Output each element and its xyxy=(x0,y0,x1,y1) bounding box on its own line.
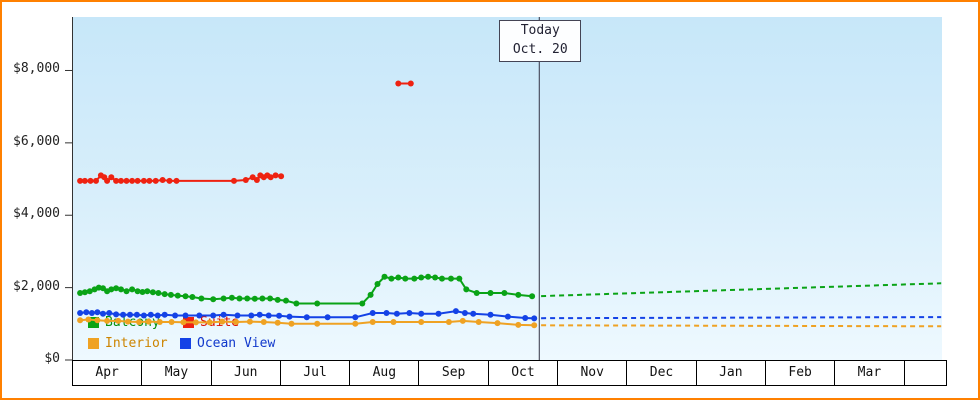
plot-background xyxy=(73,17,942,360)
month-cell: Apr xyxy=(73,361,143,385)
today-date: Oct. 20 xyxy=(512,42,568,57)
y-axis-tick-label: $6,000 xyxy=(13,133,60,149)
interior-legend-swatch xyxy=(88,338,99,349)
month-cell: Sep xyxy=(419,361,489,385)
legend-item-balcony: Balcony xyxy=(88,315,160,330)
interior-legend-label: Interior xyxy=(105,336,168,351)
month-cell: Dec xyxy=(627,361,697,385)
legend-item-interior: Interior xyxy=(88,336,168,351)
y-axis-tick-label: $8,000 xyxy=(13,61,60,77)
month-cell: Feb xyxy=(766,361,836,385)
ocean-view-legend-swatch xyxy=(180,338,191,349)
x-axis-month-strip: Apr May Jun Jul Aug Sep Oct Nov Dec Jan Feb Mar xyxy=(72,360,947,386)
legend-item-ocean-view: Ocean View xyxy=(180,336,275,351)
ocean-view-legend-label: Ocean View xyxy=(197,336,276,351)
today-marker-box: Today Oct. 20 xyxy=(499,20,582,62)
month-cell: Jul xyxy=(281,361,351,385)
month-cell: Nov xyxy=(558,361,628,385)
month-cell: Aug xyxy=(350,361,420,385)
y-axis-tick-label: $4,000 xyxy=(13,206,60,222)
legend-item-suite: Suite xyxy=(183,315,239,330)
suite-legend-label: Suite xyxy=(200,315,240,330)
month-cell: Jun xyxy=(212,361,281,385)
y-axis-labels: $0 $2,000 $4,000 $6,000 $8,000 xyxy=(2,2,64,366)
y-axis-tick-label: $0 xyxy=(44,351,60,366)
y-axis-tick-label: $2,000 xyxy=(13,278,60,294)
balcony-legend-swatch xyxy=(88,317,99,328)
month-cell: Oct xyxy=(489,361,559,385)
month-cell: May xyxy=(142,361,212,385)
month-cell: Mar xyxy=(835,361,905,385)
today-label: Today xyxy=(520,23,560,39)
suite-legend-swatch xyxy=(183,317,194,328)
balcony-legend-label: Balcony xyxy=(105,315,160,330)
month-strip-filler xyxy=(905,361,946,385)
month-cell: Jan xyxy=(697,361,766,385)
